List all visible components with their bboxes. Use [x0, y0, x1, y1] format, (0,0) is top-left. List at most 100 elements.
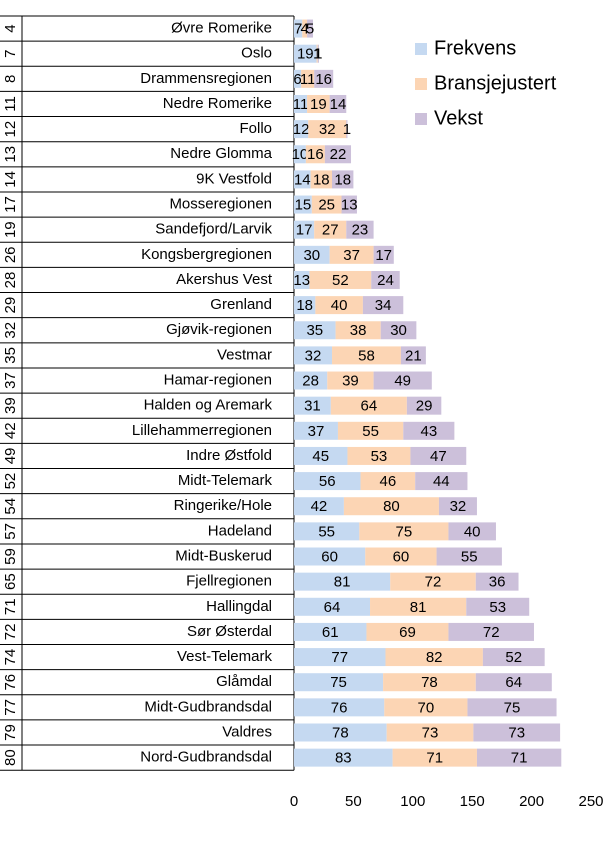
- value-label: 82: [426, 649, 443, 666]
- bar-segment: [332, 170, 354, 189]
- category-label: Øvre Romerike: [171, 20, 272, 37]
- value-label: 22: [330, 146, 347, 163]
- rank-label: 79: [2, 724, 19, 741]
- bar-segment: [294, 220, 315, 239]
- rank-label: 42: [2, 422, 19, 439]
- value-label: 60: [321, 548, 338, 565]
- value-label: 38: [350, 322, 367, 339]
- bar-segment: [310, 170, 333, 189]
- value-label: 14: [330, 96, 347, 113]
- rank-label: 80: [2, 749, 19, 766]
- value-label: 17: [296, 222, 313, 239]
- bar-segment: [337, 421, 404, 440]
- bar-segment: [347, 446, 411, 465]
- rank-label: 76: [2, 674, 19, 691]
- value-label: 64: [361, 398, 378, 415]
- value-label: 49: [394, 372, 411, 389]
- value-label: 73: [422, 724, 439, 741]
- category-label: Valdres: [222, 723, 272, 740]
- bar-segment: [294, 19, 303, 38]
- bar-segment: [294, 421, 338, 440]
- bar-segment: [307, 19, 314, 38]
- value-label: 19: [310, 96, 327, 113]
- bar-segment: [294, 270, 310, 289]
- value-label: 32: [305, 347, 322, 364]
- bar-segment: [380, 321, 417, 340]
- bar-segment: [392, 748, 477, 767]
- bar-segment: [294, 748, 393, 767]
- bar-segment: [371, 270, 400, 289]
- category-label: Grenland: [210, 296, 272, 313]
- value-label: 78: [332, 724, 349, 741]
- value-label: 6: [293, 71, 301, 88]
- legend-swatch: [415, 43, 427, 55]
- value-label: 1: [313, 46, 321, 63]
- value-label: 40: [464, 523, 481, 540]
- bar-segment: [301, 69, 315, 88]
- category-label: Midt-Telemark: [178, 472, 273, 489]
- value-label: 24: [377, 272, 394, 289]
- bar-segment: [373, 245, 394, 264]
- value-label: 69: [399, 624, 416, 641]
- value-label: 80: [383, 498, 400, 515]
- value-label: 18: [334, 171, 351, 188]
- rank-label: 57: [2, 523, 19, 540]
- category-label: Vestmar: [217, 346, 272, 363]
- bar-segment: [482, 648, 545, 667]
- rank-label: 49: [2, 448, 19, 465]
- bar-segment: [294, 170, 311, 189]
- bar-segment: [403, 421, 455, 440]
- bar-segment: [360, 472, 416, 491]
- value-label: 25: [318, 197, 335, 214]
- value-label: 58: [358, 347, 375, 364]
- legend-label: Vekst: [434, 107, 483, 129]
- bar-segment: [362, 296, 404, 315]
- value-label: 44: [433, 473, 450, 490]
- category-label: Oslo: [241, 45, 272, 62]
- value-label: 29: [416, 398, 433, 415]
- bar-segment: [346, 120, 348, 139]
- value-label: 52: [505, 649, 522, 666]
- value-label: 77: [331, 649, 348, 666]
- bar-segment: [400, 346, 426, 365]
- bar-segment: [294, 371, 328, 390]
- bar-segment: [294, 723, 387, 742]
- value-label: 40: [331, 297, 348, 314]
- bar-segment: [311, 195, 342, 214]
- value-label: 35: [306, 322, 323, 339]
- rank-label: 54: [2, 498, 19, 515]
- legend-swatch: [415, 113, 427, 125]
- category-label: Sandefjord/Larvik: [155, 221, 272, 238]
- value-label: 16: [315, 71, 332, 88]
- bar-segment: [370, 597, 467, 616]
- rank-label: 12: [2, 121, 19, 138]
- category-label: Lillehammerregionen: [132, 422, 272, 439]
- bar-segment: [294, 497, 344, 516]
- category-label: Nord-Gudbrandsdal: [140, 749, 272, 766]
- bar-segment: [302, 19, 308, 38]
- value-label: 19: [297, 46, 314, 63]
- x-tick-label: 250: [578, 793, 603, 810]
- rank-label: 17: [2, 196, 19, 213]
- bar-segment: [330, 396, 407, 415]
- bar-segment: [332, 346, 401, 365]
- value-label: 64: [324, 599, 341, 616]
- legend-label: Frekvens: [434, 37, 516, 59]
- value-label: 12: [293, 121, 310, 138]
- bar-segment: [294, 94, 308, 113]
- bar-segment: [309, 270, 372, 289]
- category-label: Mosseregionen: [169, 196, 272, 213]
- category-label: Nedre Glomma: [170, 145, 272, 162]
- value-label: 18: [296, 297, 313, 314]
- rank-label: 37: [2, 372, 19, 389]
- value-label: 47: [430, 448, 447, 465]
- value-label: 45: [312, 448, 329, 465]
- bar-segment: [294, 346, 333, 365]
- bar-segment: [341, 195, 357, 214]
- bar-segment: [410, 446, 467, 465]
- value-label: 72: [425, 574, 442, 591]
- value-label: 78: [421, 674, 438, 691]
- bar-segment: [436, 547, 502, 566]
- bar-segment: [294, 120, 309, 139]
- bar-segment: [294, 522, 360, 541]
